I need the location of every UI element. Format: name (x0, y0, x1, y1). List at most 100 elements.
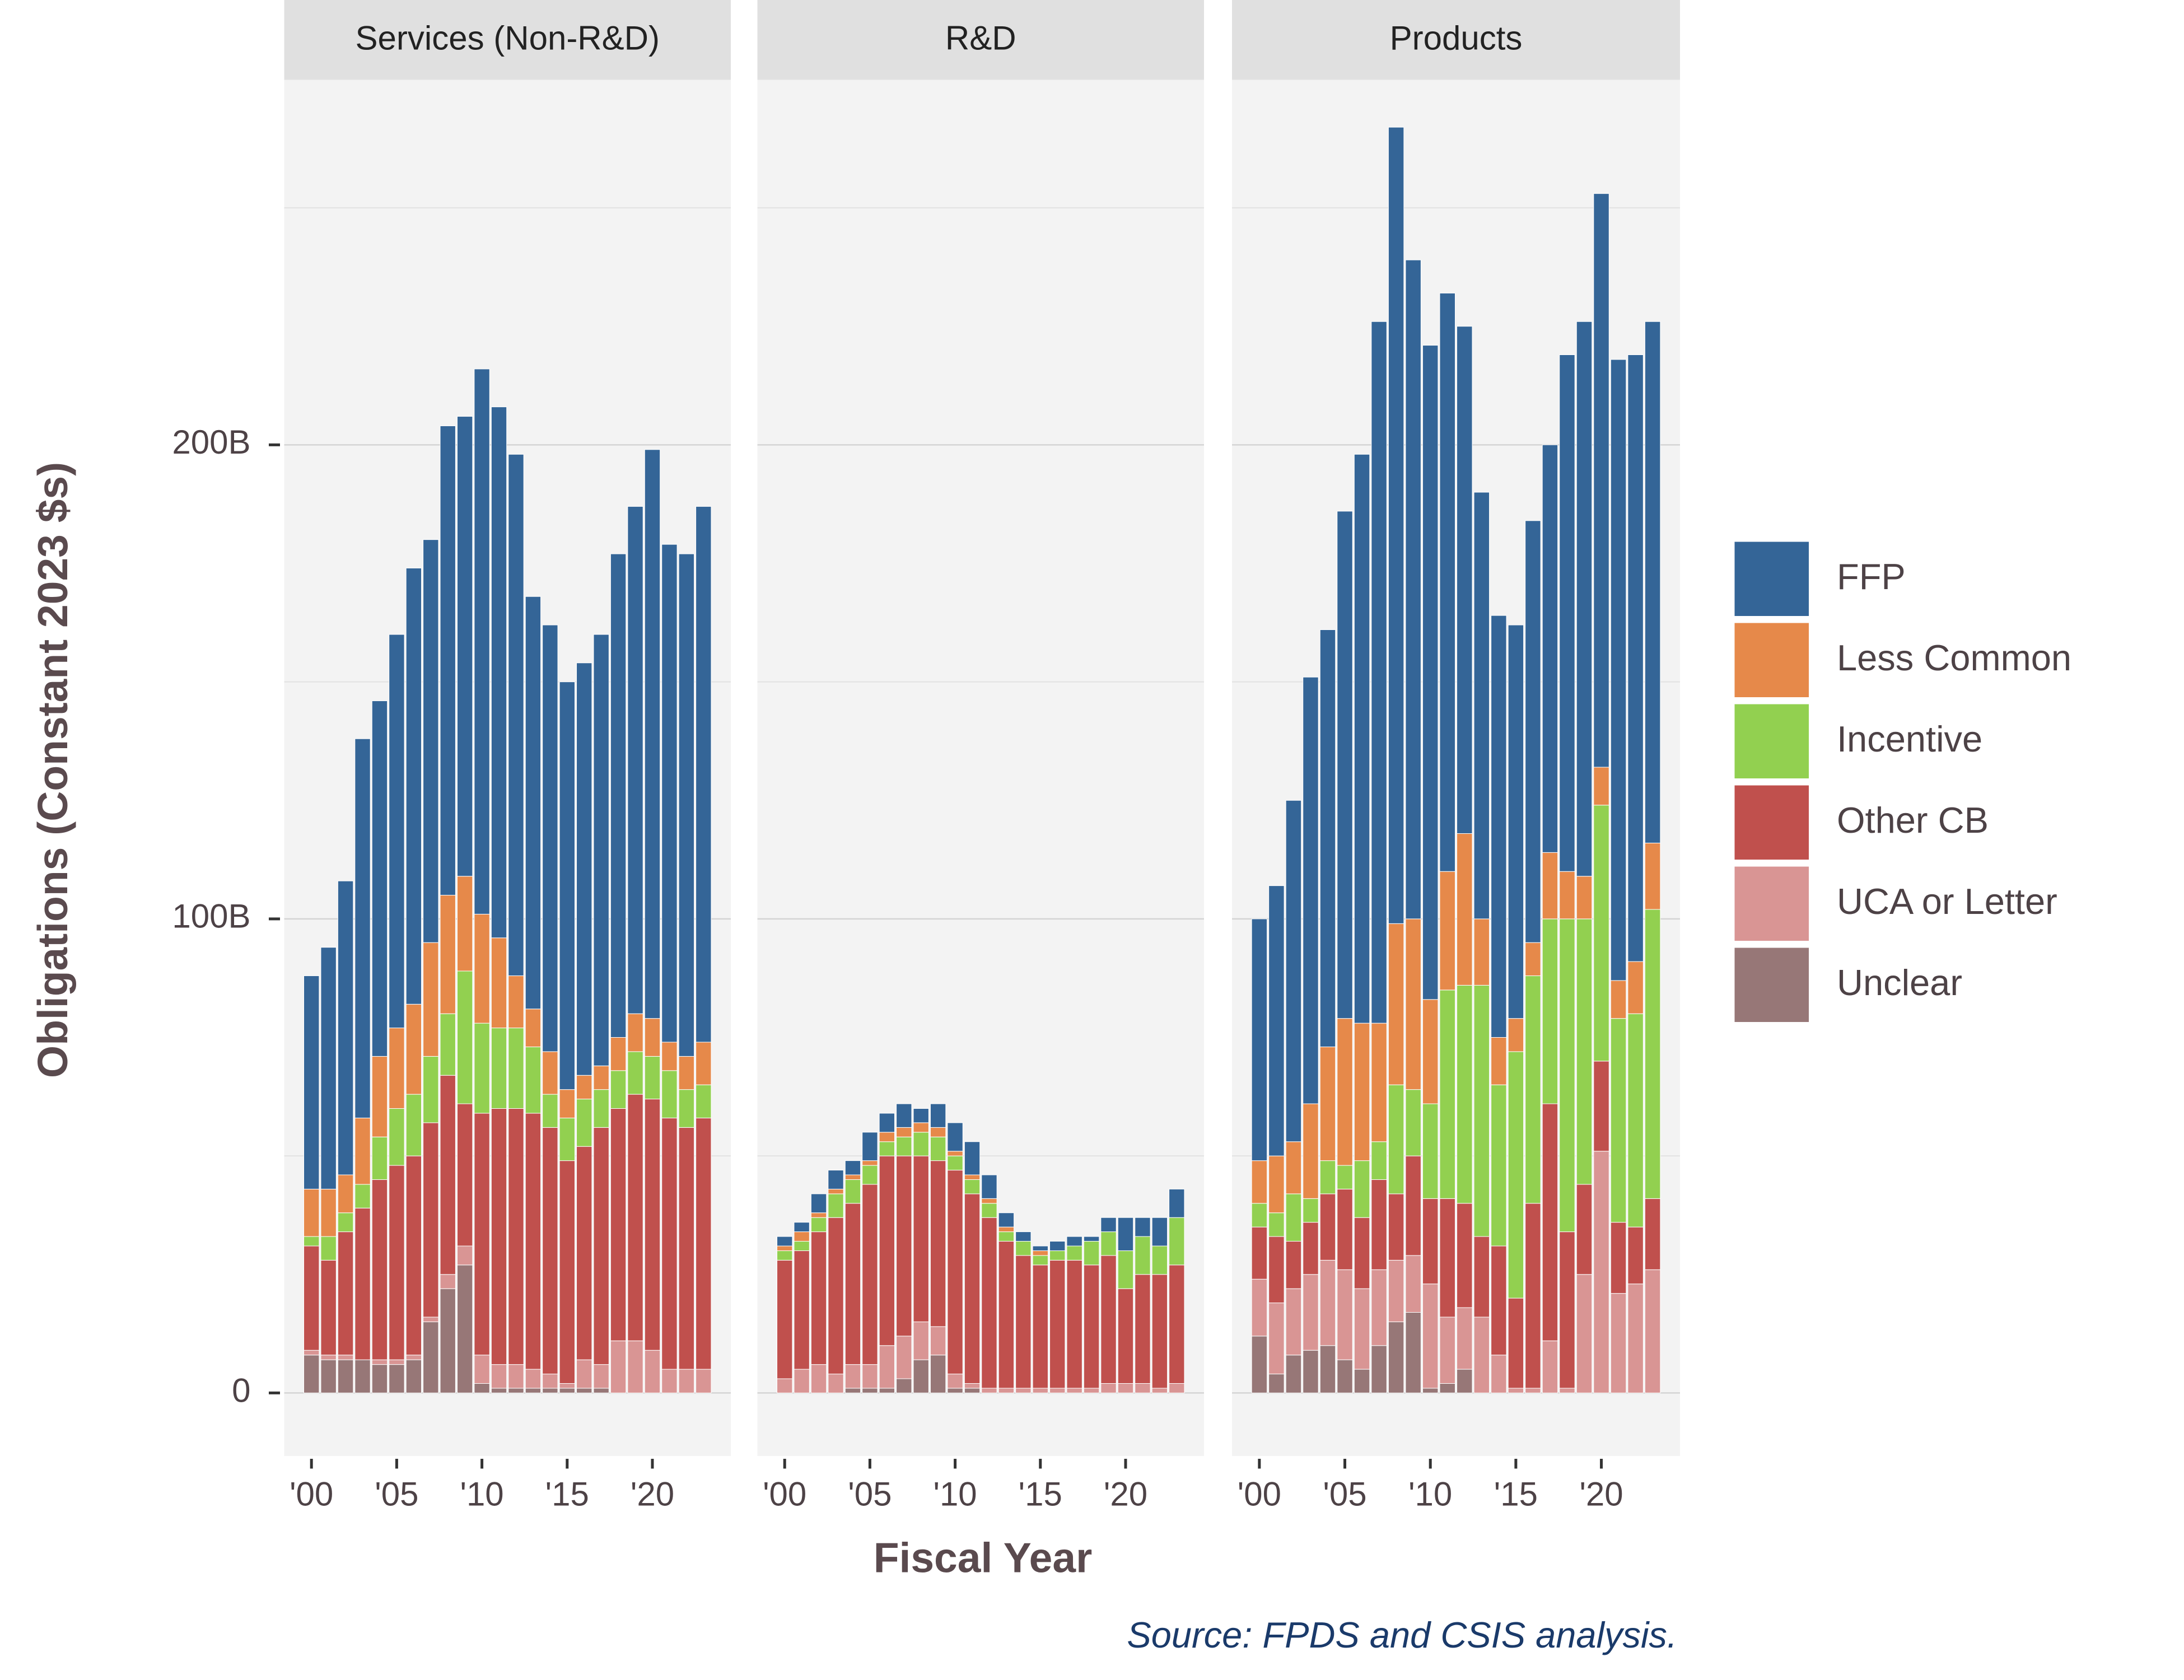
bar-segment (354, 1184, 371, 1208)
bar-segment (930, 1326, 946, 1356)
bar-segment (491, 1364, 507, 1389)
bar-segment (862, 1132, 878, 1161)
bar-segment (1593, 1151, 1609, 1393)
bar-segment (1371, 321, 1387, 1024)
bar-segment (559, 682, 575, 1090)
bar-segment (440, 1075, 456, 1275)
bar-segment (1576, 876, 1593, 920)
bar-segment (1627, 1226, 1644, 1285)
bar-segment (794, 1222, 810, 1233)
bar-segment (627, 1013, 643, 1052)
bar-segment (1169, 1383, 1185, 1393)
bar-segment (1542, 1340, 1558, 1393)
bar-segment (1032, 1264, 1048, 1389)
bar-segment (1542, 444, 1558, 853)
bar-segment (1422, 1198, 1439, 1285)
bar-segment (844, 1388, 861, 1393)
bar-segment (1319, 1259, 1336, 1346)
x-tick-label: '10 (933, 1475, 977, 1513)
bar-segment (862, 1165, 878, 1185)
bar-segment (593, 634, 609, 1066)
bar-segment (1491, 1084, 1507, 1247)
bar-segment (661, 1369, 678, 1393)
bar-segment (1644, 1198, 1661, 1270)
bar-segment (1066, 1236, 1082, 1247)
bar-segment (1354, 1023, 1370, 1161)
x-tick-label: '15 (1494, 1475, 1538, 1513)
bar-segment (1083, 1264, 1100, 1389)
bar-segment (1576, 1274, 1593, 1393)
bar-segment (508, 1388, 524, 1393)
bar-segment (1066, 1388, 1082, 1393)
bar-segment (1251, 1336, 1268, 1393)
bar-segment (879, 1132, 895, 1142)
bar-segment (1559, 1388, 1575, 1393)
bar-segment (794, 1250, 810, 1370)
bar-segment (610, 1340, 627, 1393)
legend-key (1732, 701, 1812, 781)
bar-segment (981, 1388, 997, 1393)
bar-segment (644, 1018, 661, 1057)
bar-segment (1439, 292, 1455, 872)
bar-segment (456, 1103, 473, 1247)
bar-segment (456, 970, 473, 1104)
bar-segment (423, 1317, 439, 1322)
x-tick-label: '20 (631, 1475, 674, 1513)
bar-segment (1268, 885, 1285, 1156)
bar-segment (1251, 1278, 1268, 1337)
bar-segment (542, 1374, 558, 1389)
bar-segment (1559, 871, 1575, 920)
bar-segment (1251, 1203, 1268, 1228)
bar-segment (696, 1117, 712, 1370)
bar-segment (1388, 1259, 1404, 1322)
bar-segment (440, 895, 456, 1014)
bar-segment (1388, 1084, 1404, 1194)
bar-segment (947, 1122, 963, 1152)
bar-segment (1337, 1188, 1353, 1270)
bar-segment (1319, 629, 1336, 1047)
bar-segment (1117, 1288, 1134, 1384)
bar-segment (1508, 624, 1524, 1019)
bar-segment (644, 1099, 661, 1351)
bar-segment (1627, 1284, 1644, 1393)
bar-segment (777, 1236, 793, 1247)
bar-segment (1508, 1018, 1524, 1052)
bar-segment (423, 539, 439, 943)
bar-segment (1491, 1245, 1507, 1356)
bar-segment (491, 1028, 507, 1109)
bar-segment (1457, 833, 1473, 986)
bar-segment (1457, 1203, 1473, 1308)
bar-segment (794, 1369, 810, 1393)
bar-segment (879, 1141, 895, 1156)
bar-segment (828, 1193, 844, 1218)
bar-segment (777, 1250, 793, 1261)
bar-segment (1032, 1388, 1048, 1393)
legend-label: Incentive (1837, 718, 1982, 759)
bar-segment (678, 1089, 695, 1128)
bar-segment (1049, 1388, 1066, 1393)
bar-segment (1473, 492, 1490, 920)
bar-segment (610, 1037, 627, 1071)
bar-segment (389, 1165, 405, 1360)
bar-segment (1015, 1231, 1032, 1242)
bar-segment (1491, 1037, 1507, 1085)
bar-segment (947, 1151, 963, 1156)
bar-segment (474, 1355, 490, 1384)
bar-segment (1610, 1018, 1627, 1223)
bar-segment (337, 880, 354, 1175)
bar-segment (1100, 1383, 1117, 1393)
legend-label: FFP (1837, 556, 1906, 597)
bar-segment (1610, 1293, 1627, 1393)
bar-segment (913, 1122, 929, 1133)
bar-segment (559, 1117, 575, 1161)
bar-segment (1319, 1345, 1336, 1393)
bar-segment (1525, 942, 1541, 976)
bar-segment (896, 1336, 912, 1379)
bar-segment (947, 1388, 963, 1393)
bar-segment (1627, 1013, 1644, 1228)
bar-segment (1303, 1198, 1319, 1223)
bar-segment (1644, 909, 1661, 1199)
bar-segment (1303, 1103, 1319, 1199)
bar-segment (930, 1355, 946, 1393)
bar-segment (930, 1160, 946, 1327)
